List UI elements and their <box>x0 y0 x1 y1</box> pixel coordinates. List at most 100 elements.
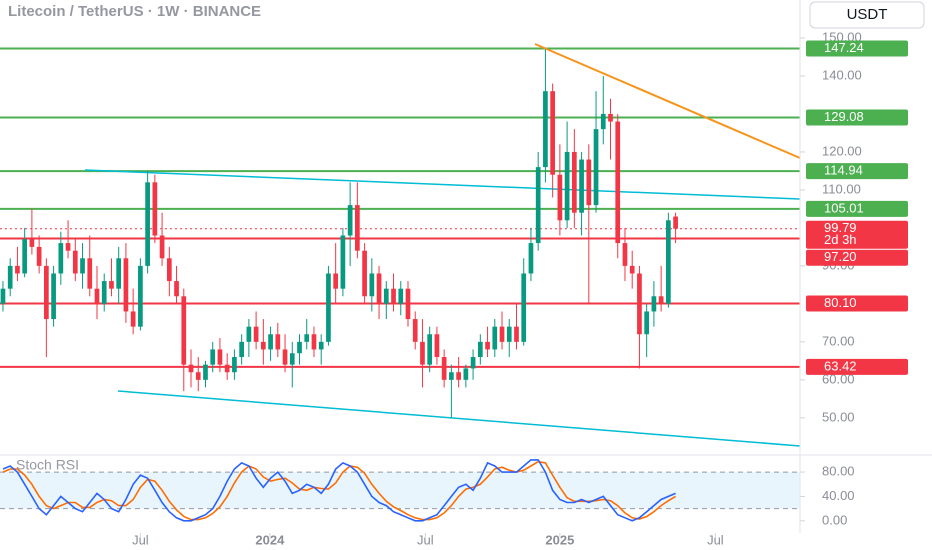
candles-layer <box>0 49 678 418</box>
candle-body <box>622 243 628 266</box>
candle-body <box>174 281 179 297</box>
candle-body <box>586 159 592 206</box>
candle-body <box>318 341 324 350</box>
candle-body <box>405 288 411 320</box>
candle-body <box>427 334 433 365</box>
candle-body <box>65 243 71 251</box>
candle-body <box>22 239 28 274</box>
candle-body <box>7 265 13 289</box>
candle-body <box>333 273 339 289</box>
candle-body <box>188 364 194 373</box>
candle-body <box>456 372 461 380</box>
trend-line <box>534 43 801 159</box>
candle-body <box>571 151 577 213</box>
stoch-band-layer <box>0 471 800 510</box>
candle-body <box>369 273 375 297</box>
candle-body <box>398 288 404 304</box>
candle-body <box>15 265 20 274</box>
candle-body <box>87 258 93 289</box>
candle-body <box>550 91 555 175</box>
level-label: 105.01 <box>824 200 864 215</box>
candle-body <box>470 357 476 369</box>
candle-body <box>477 341 483 358</box>
candle-body <box>355 205 360 251</box>
candle-body <box>658 296 664 304</box>
candle-body <box>101 281 107 304</box>
level-label: 147.24 <box>824 40 864 55</box>
candle-body <box>224 364 230 373</box>
stoch-line <box>2 460 677 521</box>
y-tick-label: 60.00 <box>822 371 855 386</box>
candle-body <box>506 326 512 342</box>
indicator-title: Stoch RSI <box>16 457 79 473</box>
candle-body <box>58 243 64 274</box>
candle-body <box>666 220 671 304</box>
x-tick-label: 2024 <box>255 532 285 547</box>
candle-body <box>637 273 642 335</box>
level-box <box>806 109 908 126</box>
candle-body <box>564 151 570 221</box>
candle-body <box>629 265 635 274</box>
candle-body <box>347 205 353 236</box>
candle-body <box>289 353 295 365</box>
candle-body <box>608 113 613 122</box>
candle-body <box>282 349 288 365</box>
candle-body <box>166 258 172 282</box>
level-label: 63.42 <box>824 358 857 373</box>
candle-body <box>340 235 346 289</box>
candle-body <box>543 91 548 168</box>
candle-body <box>210 349 216 365</box>
candle-body <box>80 258 85 274</box>
candle-body <box>109 281 114 289</box>
candle-body <box>138 265 143 327</box>
stoch-line <box>2 459 676 522</box>
level-box <box>806 249 908 266</box>
level-box <box>806 358 908 375</box>
candle-body <box>195 372 201 380</box>
y-tick-label: 140.00 <box>822 67 862 82</box>
stoch-band <box>0 472 800 509</box>
level-box <box>806 163 908 180</box>
candle-body <box>304 334 310 342</box>
x-tick-label: Jul <box>132 532 149 547</box>
level-label: 80.10 <box>824 295 857 310</box>
trend-line <box>117 390 801 447</box>
currency-button[interactable] <box>809 1 925 29</box>
candle-body <box>29 239 35 247</box>
candle-body <box>326 273 331 342</box>
candle-body <box>152 182 158 236</box>
y-tick-label: 70.00 <box>822 333 855 348</box>
level-box <box>806 40 908 57</box>
candle-body <box>593 129 599 206</box>
candle-body <box>275 334 281 350</box>
candle-body <box>600 113 606 130</box>
candle-body <box>268 334 273 350</box>
stoch-tick-label: 80.00 <box>822 464 855 479</box>
candle-body <box>441 357 447 380</box>
level-label: 114.94 <box>824 163 863 178</box>
last-price-label: 99.79 <box>824 220 857 235</box>
candle-body <box>145 182 150 266</box>
stoch-tick-label: 40.00 <box>822 488 855 503</box>
candle-body <box>51 273 56 320</box>
x-tick-label: 2025 <box>545 532 574 547</box>
last-price-box <box>806 220 908 249</box>
candle-body <box>644 311 650 335</box>
stoch-tick-label: 0.00 <box>822 512 847 527</box>
candle-body <box>376 273 382 304</box>
candle-body <box>116 258 122 289</box>
level-box <box>806 200 908 217</box>
candle-body <box>514 326 519 342</box>
candle-body <box>391 288 396 304</box>
currency-label[interactable]: USDT <box>847 6 888 23</box>
candle-body <box>449 372 454 380</box>
candle-body <box>651 296 657 312</box>
candle-body <box>528 243 534 274</box>
candle-body <box>673 216 678 229</box>
candle-body <box>260 341 266 350</box>
y-tick-label: 50.00 <box>822 409 855 424</box>
candle-body <box>159 235 165 259</box>
y-tick-label: 120.00 <box>822 143 862 158</box>
candle-body <box>297 341 302 354</box>
